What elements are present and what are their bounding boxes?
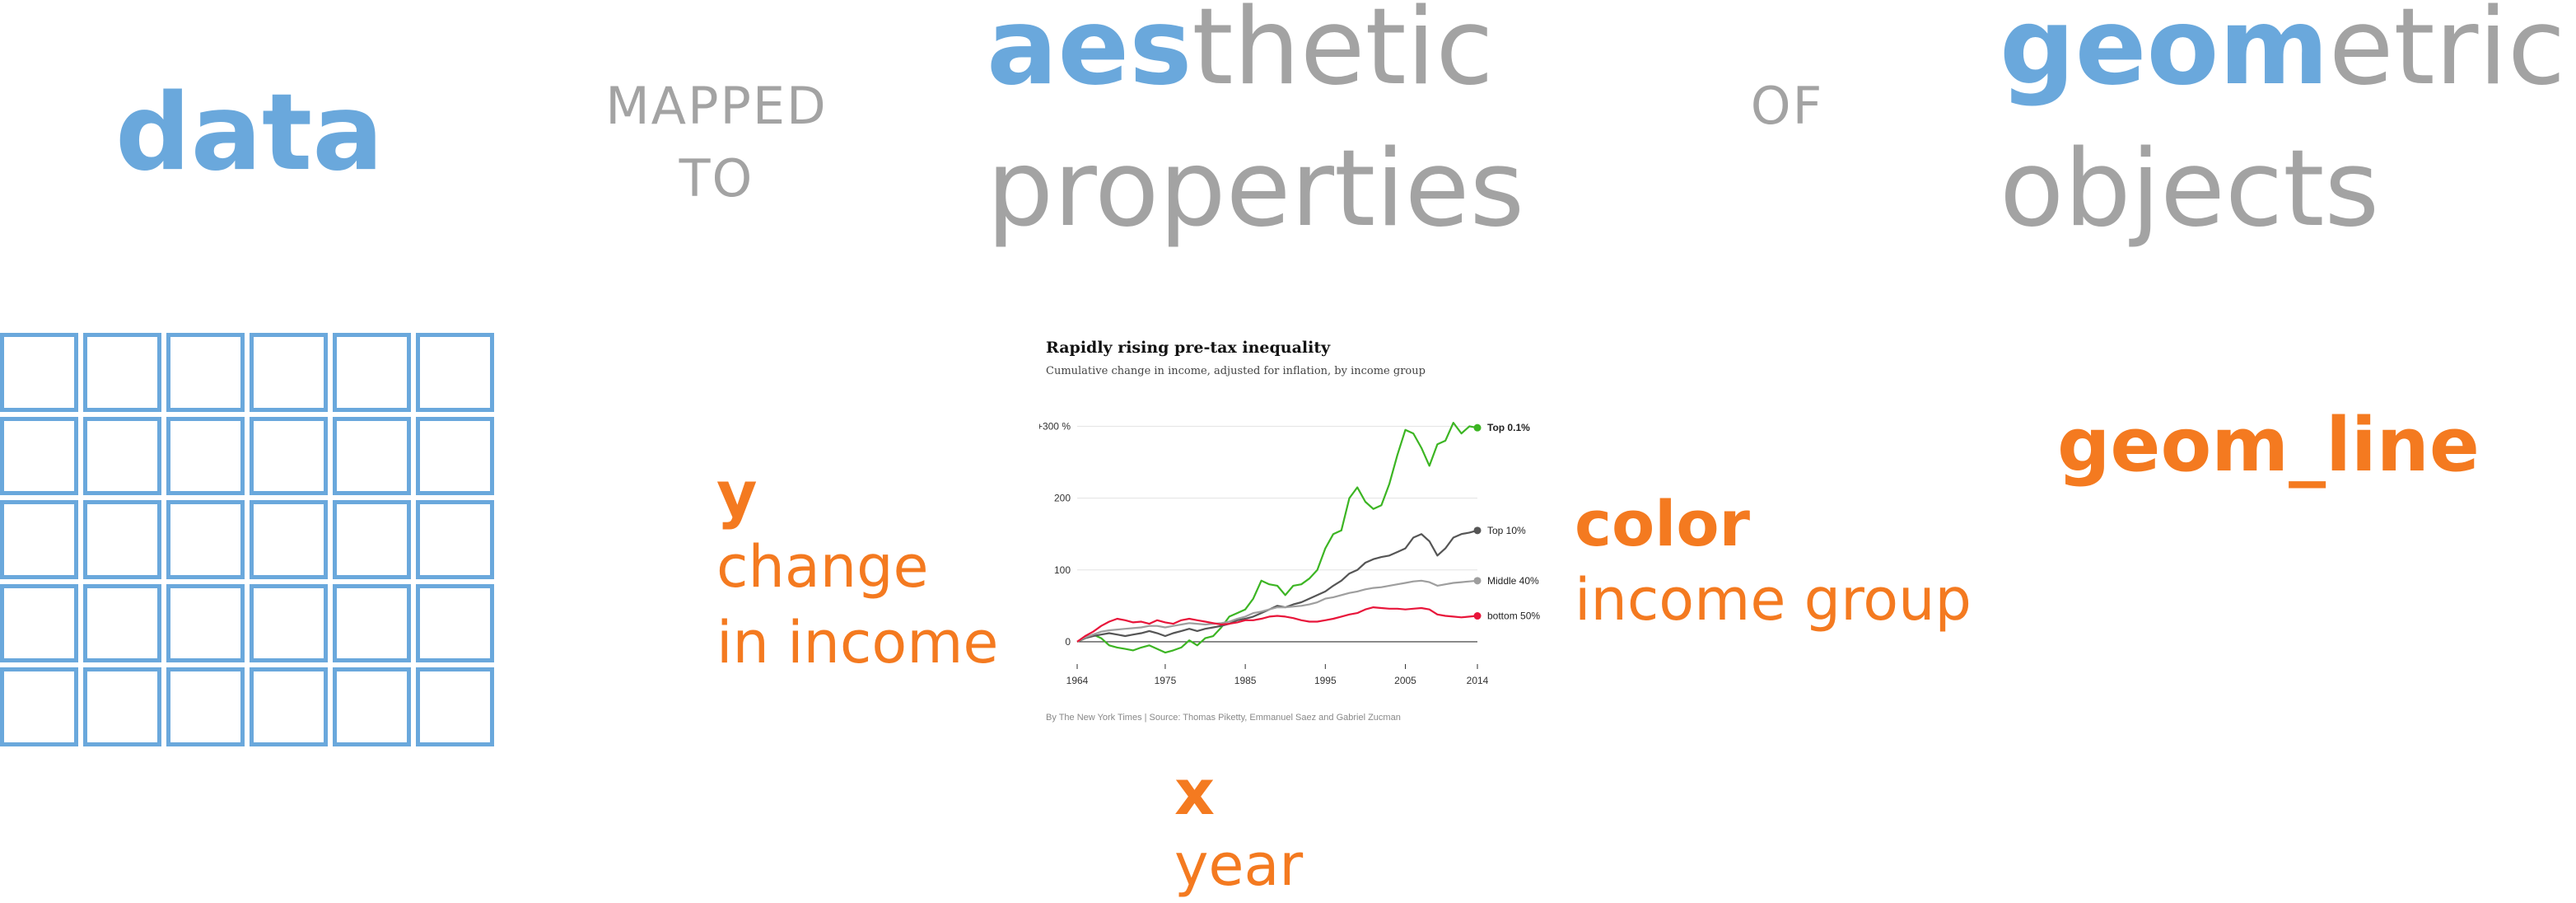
grid-cell <box>0 583 78 663</box>
x-meaning: year <box>1174 831 1304 899</box>
data-table-grid <box>0 333 494 746</box>
x-tick-label: 1995 <box>1314 675 1337 686</box>
grid-cell <box>0 333 78 412</box>
grid-cell <box>166 416 245 496</box>
grid-cell <box>166 583 245 663</box>
chart-series <box>1076 421 1482 654</box>
series-end-point <box>1473 577 1482 585</box>
grid-cell <box>250 333 328 412</box>
series-label: bottom 50% <box>1487 611 1540 622</box>
y-tick-label: 200 <box>1054 493 1071 504</box>
series-end-point <box>1473 612 1482 620</box>
series-line <box>1076 421 1478 654</box>
grid-cell <box>83 583 161 663</box>
chart-x-ticks: 1964 1975 1985 1995 2005 2014 <box>1066 664 1489 686</box>
x-tick-label: 1975 <box>1155 675 1177 686</box>
color-meaning: income group <box>1575 566 1972 634</box>
x-tick-label: 1985 <box>1234 675 1257 686</box>
geo-highlight: geom <box>2000 0 2329 109</box>
objects-word: objects <box>2000 128 2380 250</box>
x-tick-label: 1964 <box>1066 675 1089 686</box>
mapped-line-2: TO <box>679 148 754 208</box>
chart-series-labels: Top 0.1% Top 10% Middle 40% bottom 50% <box>1487 422 1540 621</box>
grid-cell <box>0 667 78 746</box>
grid-cell <box>166 333 245 412</box>
x-tick-label: 2005 <box>1394 675 1416 686</box>
geo-rest: etric <box>2328 0 2566 109</box>
chart-title: Rapidly rising pre-tax inequality <box>1046 339 1331 357</box>
grid-cell <box>333 333 411 412</box>
grid-cell <box>250 667 328 746</box>
series-line <box>1076 529 1478 643</box>
chart-y-ticks: +300 % 200 100 0 <box>1039 420 1071 647</box>
grid-cell <box>416 583 494 663</box>
grid-cell <box>333 667 411 746</box>
grid-cell <box>250 583 328 663</box>
aes-highlight: aes <box>987 0 1192 109</box>
grid-cell <box>333 583 411 663</box>
of-text: OF <box>1750 76 1824 136</box>
chart-source: By The New York Times | Source: Thomas P… <box>1046 713 1401 723</box>
geom-line-label: geom_line <box>2057 402 2480 489</box>
grid-cell <box>333 416 411 496</box>
series-end-point <box>1473 423 1482 432</box>
y-meaning: change in income <box>716 529 998 681</box>
series-line <box>1076 579 1478 643</box>
y-meaning-line-1: change <box>716 533 929 601</box>
grid-cell <box>83 333 161 412</box>
series-label: Top 0.1% <box>1487 422 1530 433</box>
grid-cell <box>166 667 245 746</box>
aesthetic-word: aesthetic <box>987 0 1494 101</box>
x-aesthetic-label: x <box>1174 756 1216 829</box>
series-label: Top 10% <box>1487 525 1526 536</box>
grid-cell <box>416 667 494 746</box>
grid-cell <box>416 500 494 579</box>
y-tick-label: 0 <box>1065 636 1071 648</box>
properties-word: properties <box>987 128 1525 250</box>
series-label: Middle 40% <box>1487 575 1539 587</box>
grid-cell <box>83 416 161 496</box>
series-end-point <box>1473 526 1482 535</box>
y-tick-label: 100 <box>1054 564 1071 576</box>
y-tick-label: +300 % <box>1039 420 1071 432</box>
grid-cell <box>83 500 161 579</box>
grid-cell <box>333 500 411 579</box>
grid-cell <box>250 500 328 579</box>
series-line <box>1076 606 1478 643</box>
color-aesthetic-label: color <box>1575 487 1751 560</box>
mapped-line-1: MAPPED <box>605 76 828 136</box>
x-tick-label: 2014 <box>1467 675 1489 686</box>
data-word: data <box>115 72 384 194</box>
y-aesthetic-label: y <box>716 457 758 531</box>
grid-cell <box>250 416 328 496</box>
mapped-to-text: MAPPED TO <box>593 81 840 204</box>
geometric-word: geometric <box>2000 0 2565 101</box>
grid-cell <box>0 500 78 579</box>
grid-cell <box>416 333 494 412</box>
grid-cell <box>166 500 245 579</box>
chart-gridlines <box>1077 425 1477 643</box>
y-meaning-line-2: in income <box>716 609 999 677</box>
aes-rest: thetic <box>1192 0 1494 109</box>
grid-cell <box>416 416 494 496</box>
grid-cell <box>83 667 161 746</box>
chart-subtitle: Cumulative change in income, adjusted fo… <box>1046 365 1426 377</box>
grid-cell <box>0 416 78 496</box>
income-inequality-chart: Rapidly rising pre-tax inequality Cumula… <box>1039 339 1540 723</box>
